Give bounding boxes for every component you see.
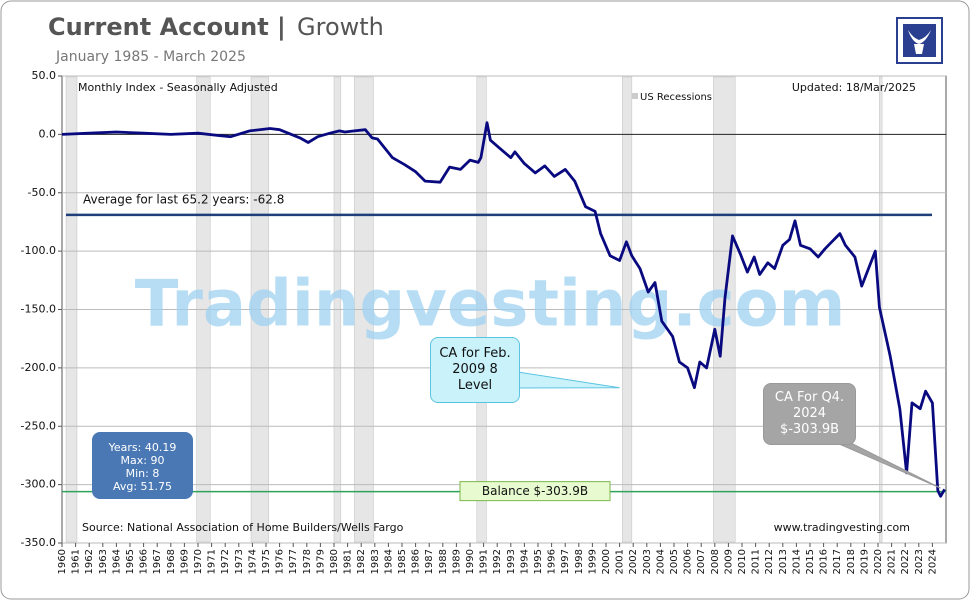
source: Source: National Association of Home Bui…: [82, 521, 404, 534]
y-tick-label: -250.0: [21, 419, 56, 432]
x-tick-label: 1964: [111, 549, 122, 574]
x-tick-label: 1971: [207, 549, 218, 574]
x-tick-label: 2002: [628, 549, 639, 574]
x-tick-label: 2015: [805, 549, 816, 574]
x-tick-label: 2017: [832, 549, 843, 574]
y-tick-label: -300.0: [21, 478, 56, 491]
x-tick-label: 1986: [411, 549, 422, 574]
x-tick-label: 1994: [519, 549, 530, 574]
x-tick-label: 2018: [846, 549, 857, 574]
y-tick-label: -100.0: [21, 244, 56, 257]
y-tick-label: -50.0: [28, 186, 56, 199]
x-tick-label: 1972: [220, 549, 231, 574]
x-tick-label: 1976: [275, 549, 286, 574]
x-tick-label: 2016: [819, 549, 830, 574]
x-tick-label: 1996: [547, 549, 558, 574]
x-tick-label: 2022: [900, 549, 911, 574]
x-tick-label: 1993: [506, 549, 517, 574]
x-tick-label: 1963: [98, 549, 109, 574]
stat: Max: 90: [120, 454, 165, 467]
x-tick-label: 2003: [642, 549, 653, 574]
x-tick-label: 1975: [261, 549, 272, 574]
x-tick-label: 1973: [234, 549, 245, 574]
x-tick-label: 2011: [751, 549, 762, 574]
x-tick-label: 2021: [887, 549, 898, 574]
x-tick-label: 1965: [125, 549, 136, 574]
x-tick-label: 1960: [57, 549, 68, 574]
x-tick-label: 1980: [329, 549, 340, 574]
x-tick-label: 1987: [424, 549, 435, 574]
recession-legend-swatch: [632, 93, 638, 99]
y-tick-label: -200.0: [21, 361, 56, 374]
watermark: Tradingvesting.com: [135, 268, 846, 342]
x-tick-label: 2004: [655, 549, 666, 574]
x-tick-label: 2000: [601, 549, 612, 574]
x-tick-label: 1968: [166, 549, 177, 574]
x-tick-label: 2023: [914, 549, 925, 574]
data-line: [61, 121, 946, 498]
title-separator: |: [277, 13, 286, 41]
x-tick-label: 1967: [152, 549, 163, 574]
website: www.tradingvesting.com: [774, 521, 910, 534]
x-tick-label: 1984: [383, 549, 394, 574]
reference-label: Balance $-303.9B: [482, 484, 588, 498]
x-tick-label: 2012: [764, 549, 775, 574]
x-tick-label: 2010: [737, 549, 748, 574]
x-tick-label: 2006: [683, 549, 694, 574]
x-tick-label: 2020: [873, 549, 884, 574]
chart-title: Current Account: [48, 13, 269, 41]
x-tick-label: 1990: [465, 549, 476, 574]
reference-label: Average for last 65.2 years: -62.8: [83, 192, 284, 206]
x-tick-label: 1981: [343, 549, 354, 574]
x-tick-label: 2013: [778, 549, 789, 574]
reference-label-box: [459, 481, 611, 502]
recession-legend: US Recessions: [640, 92, 712, 103]
x-tick-label: 1982: [356, 549, 367, 574]
y-tick-label: 0.0: [39, 127, 57, 140]
x-tick-label: 1989: [451, 549, 462, 574]
callout: CA For Q4. 2024 $-303.9B: [763, 383, 856, 445]
x-tick-label: 1988: [438, 549, 449, 574]
subtitle: January 1985 - March 2025: [55, 49, 246, 65]
x-tick-label: 1991: [479, 549, 490, 574]
x-tick-label: 2005: [669, 549, 680, 574]
x-tick-label: 1977: [288, 549, 299, 574]
x-tick-label: 2008: [710, 549, 721, 574]
stat: Years: 40.19: [108, 441, 177, 454]
x-tick-label: 1961: [71, 549, 82, 574]
x-tick-label: 2001: [615, 549, 626, 574]
x-tick-label: 2019: [859, 549, 870, 574]
x-tick-label: 1970: [193, 549, 204, 574]
x-tick-label: 1998: [574, 549, 585, 574]
x-tick-label: 1978: [302, 549, 313, 574]
y-tick-label: -150.0: [21, 303, 56, 316]
x-tick-label: 1985: [397, 549, 408, 574]
x-tick-label: 1995: [533, 549, 544, 574]
updated: Updated: 18/Mar/2025: [792, 81, 916, 94]
y-tick-label: -350.0: [21, 536, 56, 549]
stat: Min: 8: [125, 467, 160, 480]
callout: CA for Feb. 2009 8 Level: [430, 337, 520, 403]
logo: [896, 17, 943, 64]
x-tick-label: 1992: [492, 549, 503, 574]
x-tick-label: 1962: [84, 549, 95, 574]
x-tick-label: 2014: [791, 549, 802, 574]
x-tick-label: 1979: [315, 549, 326, 574]
note: Monthly Index - Seasonally Adjusted: [78, 81, 278, 94]
x-tick-label: 1997: [560, 549, 571, 574]
x-tick-label: 1974: [247, 549, 258, 574]
title-suffix: Growth: [297, 13, 384, 41]
x-tick-label: 2024: [927, 549, 938, 574]
x-tick-label: 2009: [723, 549, 734, 574]
stat: Avg: 51.75: [112, 480, 173, 493]
x-tick-label: 1966: [139, 549, 150, 574]
x-tick-label: 1999: [587, 549, 598, 574]
x-tick-label: 1969: [179, 549, 190, 574]
x-tick-label: 2007: [696, 549, 707, 574]
stats-box: Years: 40.19 Max: 90 Min: 8 Avg: 51.75: [92, 432, 193, 499]
y-tick-label: 50.0: [32, 69, 57, 82]
x-tick-label: 1983: [370, 549, 381, 574]
